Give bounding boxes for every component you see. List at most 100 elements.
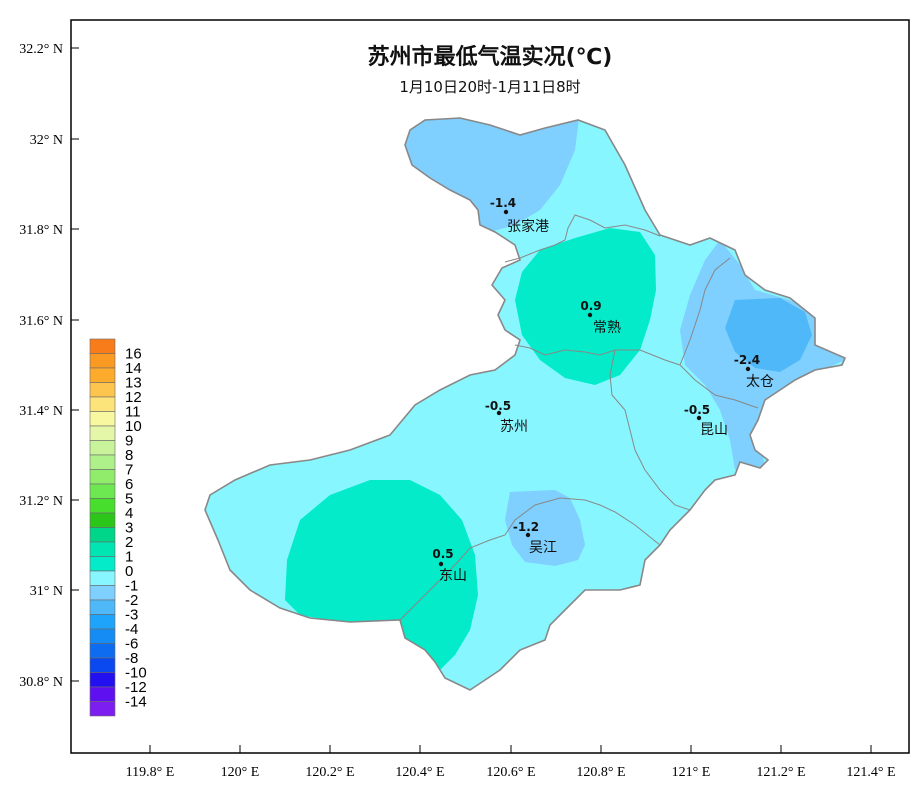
x-tick-label: 120.8° E bbox=[576, 765, 625, 780]
y-tick-label: 30.8° N bbox=[19, 675, 63, 690]
legend-swatch bbox=[89, 396, 116, 412]
y-tick-label: 31.2° N bbox=[19, 494, 63, 509]
legend-label: -4 bbox=[125, 621, 138, 638]
station-name: 东山 bbox=[439, 568, 467, 584]
station-name: 常熟 bbox=[593, 320, 621, 336]
legend-swatch bbox=[89, 483, 116, 499]
x-tick-label: 120.4° E bbox=[395, 765, 444, 780]
station-value: -2.4 bbox=[734, 353, 760, 367]
legend-label: -10 bbox=[125, 665, 147, 682]
zone-minus1-to-minus2-wujiang bbox=[505, 490, 585, 566]
legend-swatch bbox=[89, 541, 116, 557]
station-taicang: -2.4 太仓 bbox=[734, 353, 774, 390]
legend-swatch bbox=[89, 643, 116, 659]
legend-label: -2 bbox=[125, 592, 138, 609]
station-value: -1.4 bbox=[490, 196, 516, 210]
boundary-suzhou-wujiang bbox=[399, 497, 661, 621]
y-tick-label: 31.6° N bbox=[19, 314, 63, 329]
y-tick-label: 32.2° N bbox=[19, 42, 63, 57]
longitude-axis: 119.8° E 120° E 120.2° E 120.4° E 120.6°… bbox=[126, 745, 896, 780]
legend-swatch bbox=[89, 440, 116, 456]
x-tick-label: 120.2° E bbox=[305, 765, 354, 780]
zone-minus2-to-minus3-east bbox=[725, 298, 812, 372]
legend-label: 12 bbox=[125, 389, 142, 406]
zone-minus1-to-minus2-north bbox=[395, 118, 580, 232]
legend-label: 1 bbox=[125, 549, 133, 566]
station-wujiang: -1.2 吴江 bbox=[513, 520, 557, 556]
legend-label: 7 bbox=[125, 462, 133, 479]
legend-swatch bbox=[89, 657, 116, 673]
station-dongshan: 0.5 东山 bbox=[432, 547, 467, 584]
boundary-changshu-suzhou bbox=[514, 344, 681, 366]
station-value: -1.2 bbox=[513, 520, 539, 534]
boundary-zhangjiagang-changshu bbox=[504, 214, 661, 263]
district-boundaries bbox=[399, 214, 759, 621]
legend-swatch bbox=[89, 338, 116, 354]
legend-swatch bbox=[89, 701, 116, 717]
legend-swatch bbox=[89, 672, 116, 688]
legend-label: 5 bbox=[125, 491, 133, 508]
legend-label: 4 bbox=[125, 505, 133, 522]
legend-label: -6 bbox=[125, 636, 138, 653]
x-tick-label: 119.8° E bbox=[126, 765, 175, 780]
zone-0-to-1-dongshan bbox=[285, 480, 478, 670]
station-suzhou: -0.5 苏州 bbox=[485, 399, 528, 435]
legend-swatch bbox=[89, 425, 116, 441]
legend-swatch bbox=[89, 498, 116, 514]
legend-swatch bbox=[89, 382, 116, 398]
legend-label: 9 bbox=[125, 433, 133, 450]
station-dot bbox=[745, 366, 751, 372]
color-legend: 1614131211109876543210-1-2-3-4-6-8-10-12… bbox=[89, 338, 147, 717]
legend-label: 8 bbox=[125, 447, 133, 464]
station-value: -0.5 bbox=[684, 403, 710, 417]
legend-swatch bbox=[89, 599, 116, 615]
x-tick-label: 120.6° E bbox=[486, 765, 535, 780]
x-tick-label: 120° E bbox=[221, 765, 260, 780]
latitude-axis: 32.2° N 32° N 31.8° N 31.6° N 31.4° N 31… bbox=[19, 42, 79, 690]
station-dot bbox=[525, 532, 531, 538]
boundary-kunshan-west bbox=[609, 349, 691, 511]
y-tick-label: 32° N bbox=[30, 133, 63, 148]
station-name: 吴江 bbox=[529, 540, 557, 556]
x-tick-label: 121.4° E bbox=[846, 765, 895, 780]
zone-0-to-1-changshu bbox=[515, 228, 656, 385]
station-name: 昆山 bbox=[700, 422, 728, 438]
legend-label: -14 bbox=[125, 694, 147, 711]
y-tick-label: 31.8° N bbox=[19, 223, 63, 238]
y-tick-label: 31° N bbox=[30, 584, 63, 599]
station-dot bbox=[696, 415, 702, 421]
station-dot bbox=[438, 561, 444, 567]
legend-swatch bbox=[89, 469, 116, 485]
station-markers: -1.4 张家港 0.9 常熟 -2.4 太仓 -0.5 苏州 -0.5 昆山 … bbox=[432, 196, 774, 584]
legend-label: 14 bbox=[125, 360, 142, 377]
station-changshu: 0.9 常熟 bbox=[580, 299, 621, 336]
station-dot bbox=[587, 312, 593, 318]
legend-swatch bbox=[89, 628, 116, 644]
region-boundary bbox=[204, 117, 847, 691]
legend-swatch bbox=[89, 454, 116, 470]
legend-swatch bbox=[89, 512, 116, 528]
legend-swatch bbox=[89, 353, 116, 369]
legend-label: 3 bbox=[125, 520, 133, 537]
legend-label: -12 bbox=[125, 679, 147, 696]
legend-label: 0 bbox=[125, 563, 133, 580]
legend-label: 13 bbox=[125, 375, 142, 392]
legend-swatch bbox=[89, 411, 116, 427]
station-name: 太仓 bbox=[746, 374, 774, 390]
map-subtitle: 1月10日20时-1月11日8时 bbox=[399, 78, 580, 96]
boundary-kunshan-taicang bbox=[679, 364, 759, 409]
legend-label: -1 bbox=[125, 578, 138, 595]
station-name: 苏州 bbox=[500, 419, 528, 435]
station-dot bbox=[496, 410, 502, 416]
map-title: 苏州市最低气温实况(℃) bbox=[368, 44, 613, 70]
legend-label: -3 bbox=[125, 607, 138, 624]
boundary-changshu-taicang bbox=[679, 257, 731, 366]
x-tick-label: 121° E bbox=[672, 765, 711, 780]
legend-swatch bbox=[89, 585, 116, 601]
legend-swatch bbox=[89, 367, 116, 383]
legend-label: 16 bbox=[125, 346, 142, 363]
legend-swatch bbox=[89, 556, 116, 572]
station-kunshan: -0.5 昆山 bbox=[684, 403, 728, 438]
legend-swatch bbox=[89, 614, 116, 630]
legend-label: 6 bbox=[125, 476, 133, 493]
